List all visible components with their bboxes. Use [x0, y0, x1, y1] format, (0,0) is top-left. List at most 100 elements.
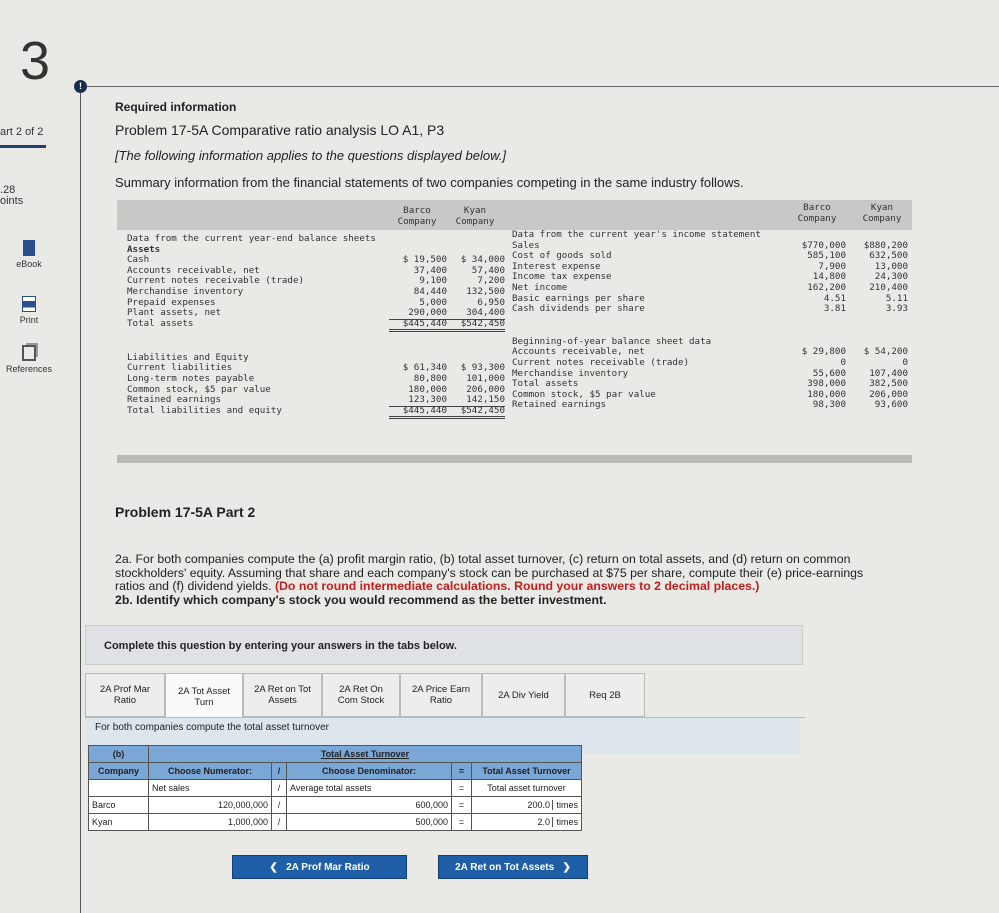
table-row: Cost of goods sold 585,100 632,500 [512, 250, 908, 262]
company-name: Barco [88, 796, 149, 814]
row-label: Data from the current year's income stat… [512, 229, 761, 240]
barco-value: $ 29,800 [801, 346, 846, 358]
kyan-value: 24,300 [874, 271, 908, 283]
tab-label: 2A Prof Mar Ratio [99, 684, 151, 706]
divider [80, 88, 81, 913]
result-number: 2.0 [537, 817, 550, 827]
numerator-input[interactable]: 120,000,000 [148, 796, 272, 814]
balance-sheet-table: Data from the current year-end balance s… [127, 233, 505, 420]
alert-icon: ! [74, 80, 87, 93]
tab-2a-ret-on[interactable]: 2A Ret On Com Stock [322, 673, 400, 717]
tab-2a-div-yield[interactable]: 2A Div Yield [482, 673, 565, 717]
header-band [117, 200, 912, 230]
tab-2a-ret-on-tot[interactable]: 2A Ret on Tot Assets [243, 673, 322, 717]
part-label: (b) [88, 745, 149, 763]
ebook-button[interactable]: eBook [0, 240, 58, 269]
barco-value: $770,000 [801, 239, 846, 251]
panel-footer [117, 455, 912, 463]
references-button[interactable]: References [0, 345, 58, 374]
row-label: Current liabilities [127, 362, 233, 374]
kyan-value: 57,400 [471, 264, 505, 276]
divide-sign: / [271, 779, 287, 797]
numerator-header: Choose Numerator: [148, 762, 272, 780]
next-tab-button[interactable]: 2A Ret on Tot Assets ❯ [438, 855, 588, 879]
barco-value: 123,300 [389, 395, 447, 407]
documents-icon [22, 345, 36, 361]
col-label: Kyan [463, 205, 487, 216]
col-label: Company [862, 212, 902, 224]
divide-sign: / [271, 762, 287, 780]
table-row: Data from the current year's income stat… [512, 229, 907, 241]
row-label: Common stock, $5 par value [512, 388, 656, 400]
result-unit: times [552, 817, 578, 827]
required-info-heading: Required information [115, 100, 237, 114]
row-label: Common stock, $5 par value [127, 383, 271, 395]
table-row: Net income 162,200 210,400 [512, 282, 908, 294]
barco-value: 7,900 [818, 260, 846, 272]
table-row: Accounts receivable, net $ 29,800 $ 54,200 [512, 346, 908, 358]
col-barco-header: Barco Company [787, 202, 847, 224]
barco-value: 84,440 [413, 285, 447, 297]
kyan-value: $ 54,200 [863, 346, 908, 358]
tab-label: 2A Tot Asset Turn [177, 686, 231, 708]
barco-value: 55,600 [812, 367, 846, 379]
row-label: Merchandise inventory [512, 367, 629, 379]
row-label: Total assets [127, 317, 194, 329]
table-row: Merchandise inventory 55,600 107,400 [512, 367, 908, 380]
points: .28 oints [0, 185, 23, 207]
chevron-right-icon: ❯ [554, 861, 571, 873]
barco-value: 37,400 [413, 264, 447, 276]
denominator-input[interactable]: 500,000 [286, 813, 452, 831]
kyan-value: $542,450 [447, 318, 505, 333]
kyan-value: 206,000 [466, 383, 505, 395]
equals-sign: = [451, 762, 472, 780]
table-row: Barco 120,000,000 / 600,000 = 200.0 time… [88, 796, 582, 814]
row-label: Accounts receivable, net [512, 346, 645, 358]
barco-value: 180,000 [408, 383, 447, 395]
col-label: Company [397, 215, 437, 227]
result-header: Total Asset Turnover [471, 762, 582, 780]
row-label: Accounts receivable, net [127, 264, 260, 276]
result-value: 200.0 times [471, 796, 582, 814]
tab-2a-prof-mar[interactable]: 2A Prof Mar Ratio [85, 673, 165, 717]
tab-2a-tot-asset[interactable]: 2A Tot Asset Turn [165, 673, 243, 720]
divider [87, 86, 999, 87]
points-value: .28 [0, 184, 16, 196]
col-label: Company [797, 212, 837, 224]
denominator-select[interactable]: Average total assets [286, 779, 452, 797]
print-button[interactable]: Print [0, 296, 58, 325]
barco-value: $445,440 [389, 405, 447, 420]
row-label: Current notes receivable (trade) [127, 275, 305, 287]
barco-value: 98,300 [812, 399, 846, 411]
kyan-value: 5.11 [885, 292, 908, 304]
numerator-select[interactable]: Net sales [148, 779, 272, 797]
tab-divider [85, 717, 805, 718]
prev-label: 2A Prof Mar Ratio [286, 861, 370, 873]
tab-req-2b[interactable]: Req 2B [565, 673, 645, 717]
equals-sign: = [451, 796, 472, 814]
table-row: Current notes receivable (trade) 0 0 [512, 357, 908, 369]
tab-label: 2A Div Yield [498, 689, 549, 701]
book-icon [23, 240, 35, 256]
row-label: Cost of goods sold [512, 250, 612, 262]
prev-tab-button[interactable]: ❮ 2A Prof Mar Ratio [232, 855, 407, 879]
table-row: Prepaid expenses 5,000 6,950 [127, 296, 505, 309]
col-label: Barco [803, 202, 831, 213]
printer-icon [22, 296, 36, 312]
equals-sign: = [451, 779, 472, 797]
result-value: 2.0 times [471, 813, 582, 831]
company-header: Company [88, 762, 149, 780]
table-row: Retained earnings 98,300 93,600 [512, 399, 908, 413]
barco-value: 4.51 [823, 292, 846, 304]
kyan-value: 6,950 [477, 296, 505, 308]
row-label: Data from the current year-end balance s… [127, 233, 376, 244]
denominator-input[interactable]: 600,000 [286, 796, 452, 814]
instructions-text: 2a. For both companies compute the (a) p… [115, 552, 864, 593]
result-unit: times [552, 800, 578, 810]
tab-2a-price-earn[interactable]: 2A Price Earn Ratio [400, 673, 482, 717]
barco-value: 3.81 [823, 303, 846, 315]
table-title: Total Asset Turnover [148, 745, 582, 763]
barco-value: 180,000 [807, 388, 846, 400]
table-row: Long-term notes payable 80,800 101,000 [127, 373, 505, 385]
numerator-input[interactable]: 1,000,000 [148, 813, 272, 831]
